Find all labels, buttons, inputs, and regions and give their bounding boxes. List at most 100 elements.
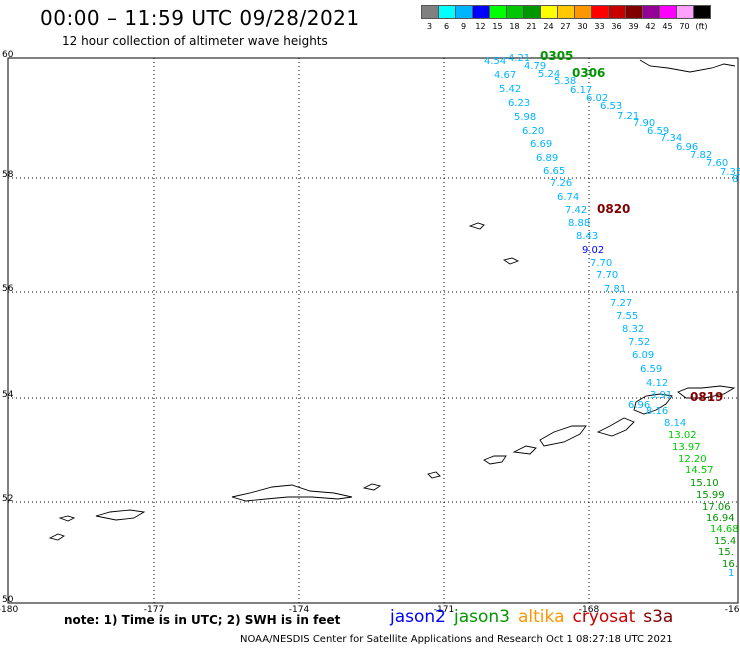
wave-height-value: 14.68	[710, 524, 739, 535]
wave-height-value: 4.21	[508, 53, 530, 64]
wave-height-value: 7.70	[590, 258, 612, 269]
wave-height-value: 17.06	[702, 502, 731, 513]
pass-id-label: 0819	[690, 390, 723, 404]
color-scale-swatch	[642, 5, 660, 19]
wave-height-value: 6.69	[530, 139, 552, 150]
wave-height-value: 7.55	[616, 311, 638, 322]
color-scale-label: 39	[628, 22, 639, 31]
map-frame	[7, 57, 739, 604]
color-scale-swatch	[659, 5, 677, 19]
color-scale-swatch	[455, 5, 473, 19]
color-scale-swatch	[523, 5, 541, 19]
lat-label: 52	[2, 494, 13, 504]
color-scale-label: 36	[611, 22, 622, 31]
lon-label: -171	[434, 605, 454, 615]
wave-height-value: 15.99	[696, 490, 725, 501]
wave-height-value: 16.	[722, 559, 738, 570]
legend-entry: s3a	[643, 607, 674, 627]
color-scale-label: 70	[679, 22, 690, 31]
lat-label: 58	[2, 170, 14, 180]
pass-id-label: 0306	[572, 66, 605, 80]
lon-label: -165	[725, 605, 740, 615]
lat-label: 60	[2, 50, 14, 60]
legend-entry: jason2	[390, 607, 446, 627]
wave-height-value: 7.60	[706, 158, 728, 169]
credit-footer: NOAA/NESDIS Center for Satellite Applica…	[240, 634, 673, 645]
color-scale-swatch	[574, 5, 592, 19]
lon-label: -174	[289, 605, 310, 615]
wave-height-value: 9.02	[582, 245, 604, 256]
wave-height-value: 8	[732, 174, 738, 185]
legend-entry: jason3	[454, 607, 510, 627]
wave-height-value: 7.82	[690, 150, 712, 161]
note-text: note: 1) Time is in UTC; 2) SWH is in fe…	[64, 613, 341, 627]
color-scale-swatch	[421, 5, 439, 19]
altimeter-tracks: 4.54 4.214.79 4.67 5.245.38 5.42 6.23 5.98 6.20…	[484, 53, 740, 579]
wave-height-value: 6.96	[628, 400, 650, 411]
legend-entry: altika	[518, 607, 565, 627]
lon-label: -177	[144, 605, 164, 615]
lat-label: 50	[2, 595, 14, 605]
wave-height-value: 6.59	[640, 364, 662, 375]
color-scale-label: (ft)	[695, 22, 708, 31]
axis-labels: 60 58 56 54 52 50-180 -177 -174 -171 -168 -165	[0, 50, 740, 615]
wave-height-value: 1	[728, 568, 734, 579]
color-scale-label: 3	[426, 22, 433, 31]
color-scale-label: 9	[460, 22, 467, 31]
color-scale-swatch	[472, 5, 490, 19]
wave-height-value: 7.21	[617, 111, 639, 122]
wave-height-value: 8.16	[646, 406, 668, 417]
legend-entry: cryosat	[572, 607, 636, 627]
wave-height-value: 6.65	[543, 166, 565, 177]
wave-height-value: 8.14	[664, 418, 686, 429]
wave-height-value: 5.38	[554, 76, 576, 87]
color-scale-label: 12	[475, 22, 486, 31]
wave-height-value: 7.42	[565, 205, 587, 216]
color-scale-swatch	[557, 5, 575, 19]
coastline-aleutians	[48, 59, 736, 541]
wave-height-value: 4.67	[494, 70, 516, 81]
wave-height-value: 8.43	[576, 231, 598, 242]
color-scale-swatch	[693, 5, 711, 19]
wave-height-value: 14.57	[685, 465, 714, 476]
wave-height-value: 8.88	[568, 218, 590, 229]
wave-height-value: 7.34	[660, 133, 682, 144]
wave-height-value: 6.53	[600, 101, 622, 112]
wave-height-value: 8.32	[622, 324, 644, 335]
color-scale-label: 45	[662, 22, 673, 31]
lon-label: -168	[579, 605, 600, 615]
graticule	[8, 58, 738, 603]
color-scale-labels: 3 6 9 12 15 18 21 24 27 30 33 36 39 42 45 70 (ft)	[421, 22, 710, 31]
wave-height-value: 5.42	[499, 84, 521, 95]
page-title: 00:00 – 11:59 UTC 09/28/2021	[40, 6, 360, 30]
wave-height-value: 7.26	[550, 178, 572, 189]
color-scale-bar	[421, 5, 711, 19]
color-scale-label: 21	[526, 22, 537, 31]
wave-height-value: 7.81	[604, 284, 626, 295]
wave-height-value: 7.35	[720, 167, 740, 178]
wave-height-value: 6.17	[570, 85, 592, 96]
color-scale-label: 15	[492, 22, 503, 31]
lat-label: 56	[2, 284, 14, 294]
color-scale-label: 6	[443, 22, 450, 31]
pass-id-label: 0305	[540, 49, 573, 63]
pass-id-label: 0820	[597, 202, 630, 216]
color-scale-swatch	[540, 5, 558, 19]
color-scale-label: 24	[543, 22, 554, 31]
wave-height-value: 5.98	[514, 112, 536, 123]
wave-height-value: 13.02	[668, 430, 697, 441]
wave-height-value: 4.54	[484, 56, 506, 67]
wave-height-value: 6.23	[508, 98, 530, 109]
wave-height-value: 6.20	[522, 126, 544, 137]
pass-ids: 0305 0306 0820 0819	[540, 49, 723, 404]
wave-height-value: 15.10	[690, 478, 719, 489]
wave-height-value: 15.	[718, 547, 734, 558]
page-subtitle: 12 hour collection of altimeter wave hei…	[62, 34, 328, 48]
wave-height-value: 6.96	[676, 142, 698, 153]
wave-height-value: 16.94	[706, 513, 735, 524]
color-scale-label: 18	[509, 22, 520, 31]
wave-height-value: 7.70	[596, 270, 618, 281]
wave-height-value: 7.52	[628, 337, 650, 348]
satellite-legend: jason2 jason3 altika cryosat s3a	[390, 607, 681, 627]
